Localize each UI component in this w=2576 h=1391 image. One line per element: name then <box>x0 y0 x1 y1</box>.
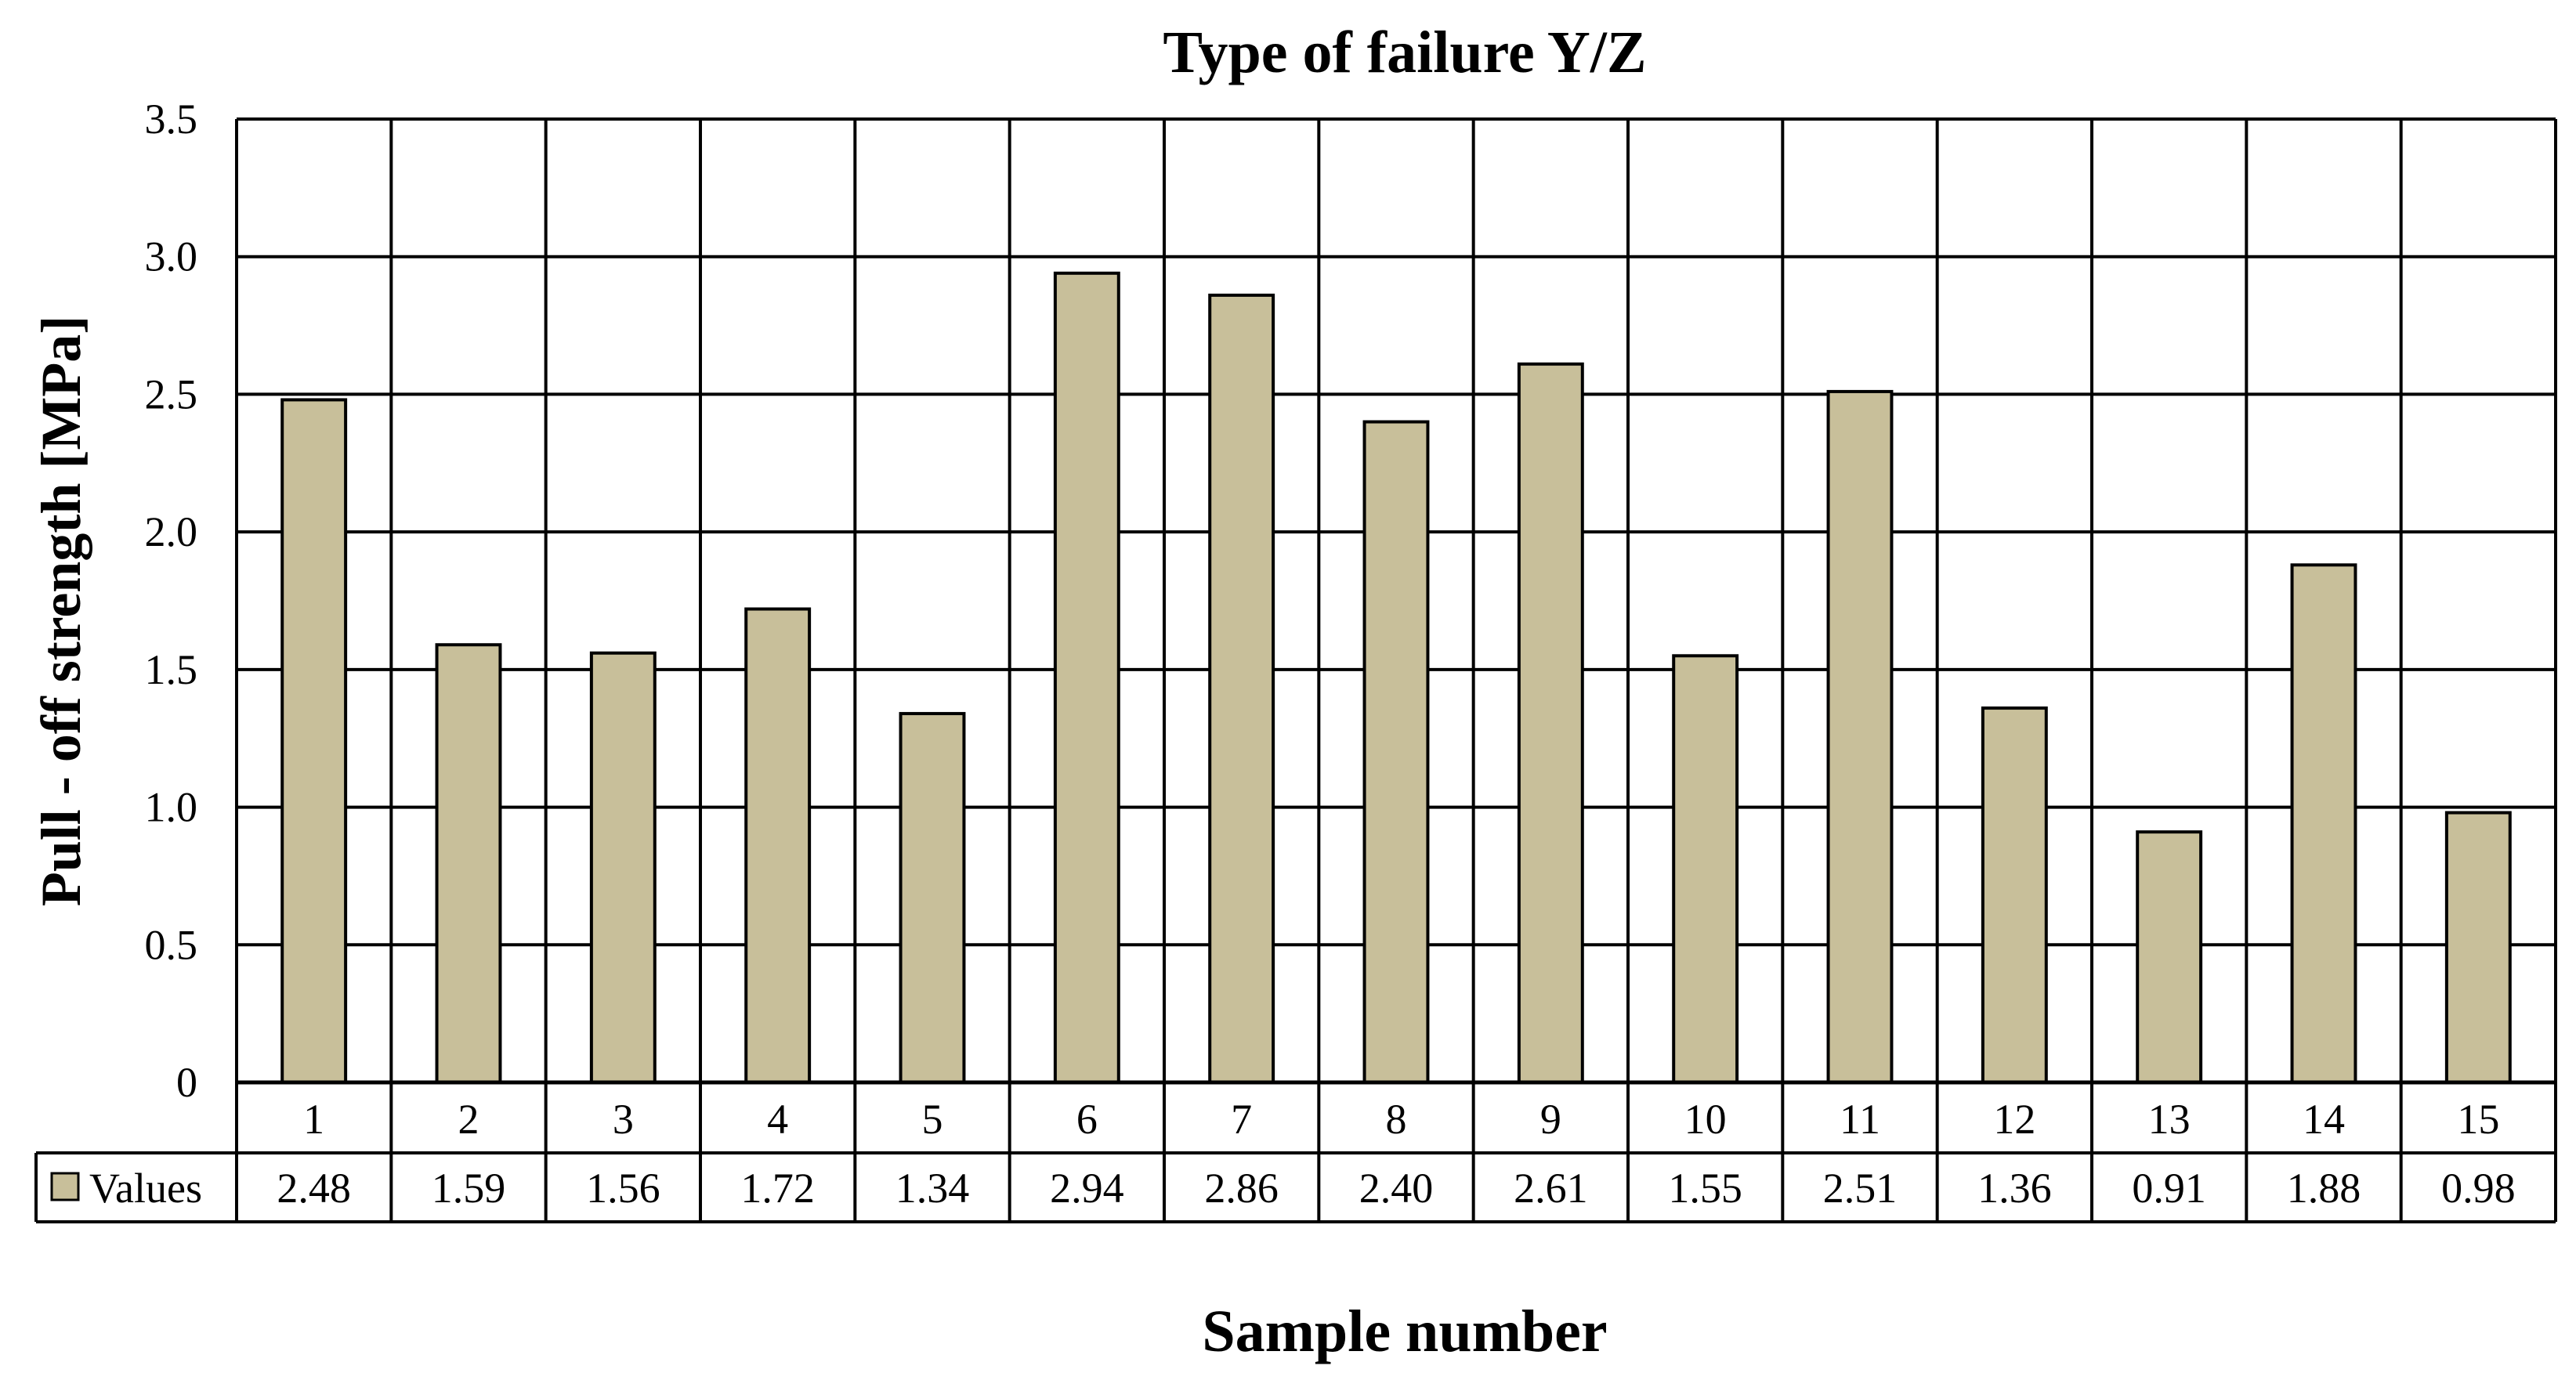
y-axis-label: Pull - off strength [MPa] <box>30 316 92 907</box>
bar <box>2444 811 2512 1084</box>
chart-title: Type of failure Y/Z <box>1163 20 1646 85</box>
bar <box>1208 293 1275 1084</box>
bar <box>899 712 966 1084</box>
x-tick-label: 15 <box>2457 1096 2499 1143</box>
data-label: 1.55 <box>1668 1165 1742 1212</box>
x-tick-label: 7 <box>1231 1096 1252 1143</box>
x-tick-label: 6 <box>1076 1096 1098 1143</box>
data-label: 0.98 <box>2441 1165 2516 1212</box>
x-tick-label: 4 <box>767 1096 788 1143</box>
bar <box>1826 389 1894 1084</box>
x-tick-label: 2 <box>458 1096 479 1143</box>
y-tick-label: 2.5 <box>145 370 198 417</box>
data-label: 1.56 <box>586 1165 660 1212</box>
x-tick-label: 5 <box>922 1096 943 1143</box>
bar <box>1053 271 1120 1084</box>
x-tick-label: 1 <box>303 1096 324 1143</box>
y-tick-label: 0.5 <box>145 921 198 968</box>
bar <box>744 607 812 1084</box>
data-label: 2.48 <box>277 1165 351 1212</box>
x-tick-label: 13 <box>2148 1096 2191 1143</box>
data-label: 1.36 <box>1977 1165 2052 1212</box>
x-axis-label: Sample number <box>1202 1299 1607 1364</box>
x-tick-label: 11 <box>1840 1096 1880 1143</box>
x-tick-label: 12 <box>1993 1096 2035 1143</box>
y-tick-label: 0 <box>176 1059 197 1106</box>
x-tick-label: 9 <box>1540 1096 1561 1143</box>
bar <box>589 651 657 1084</box>
data-label: 1.88 <box>2287 1165 2361 1212</box>
data-label: 1.34 <box>895 1165 970 1212</box>
bar <box>2290 563 2357 1084</box>
y-tick-label: 3.0 <box>145 233 198 280</box>
bar <box>2136 830 2203 1084</box>
x-tick-label: 8 <box>1386 1096 1407 1143</box>
bar <box>435 643 502 1084</box>
data-label: 2.40 <box>1359 1165 1434 1212</box>
data-label: 0.91 <box>2132 1165 2206 1212</box>
x-tick-label: 10 <box>1684 1096 1727 1143</box>
data-label: 2.51 <box>1823 1165 1898 1212</box>
bar <box>1517 362 1584 1084</box>
bar <box>1362 420 1430 1084</box>
x-tick-label: 14 <box>2303 1096 2345 1143</box>
bar <box>1981 706 2048 1084</box>
y-tick-label: 2.0 <box>145 508 198 555</box>
data-label: 1.72 <box>740 1165 815 1212</box>
x-tick-label: 3 <box>613 1096 634 1143</box>
legend-swatch <box>50 1172 80 1201</box>
data-label: 2.61 <box>1514 1165 1588 1212</box>
y-tick-label: 1.5 <box>145 646 198 693</box>
y-tick-label: 1.0 <box>145 784 198 831</box>
bar <box>1672 654 1739 1084</box>
data-label: 2.94 <box>1050 1165 1124 1212</box>
y-tick-label: 3.5 <box>145 96 198 143</box>
bar <box>280 398 348 1084</box>
data-label: 2.86 <box>1204 1165 1279 1212</box>
data-label: 1.59 <box>432 1165 506 1212</box>
legend-label: Values <box>89 1165 202 1212</box>
